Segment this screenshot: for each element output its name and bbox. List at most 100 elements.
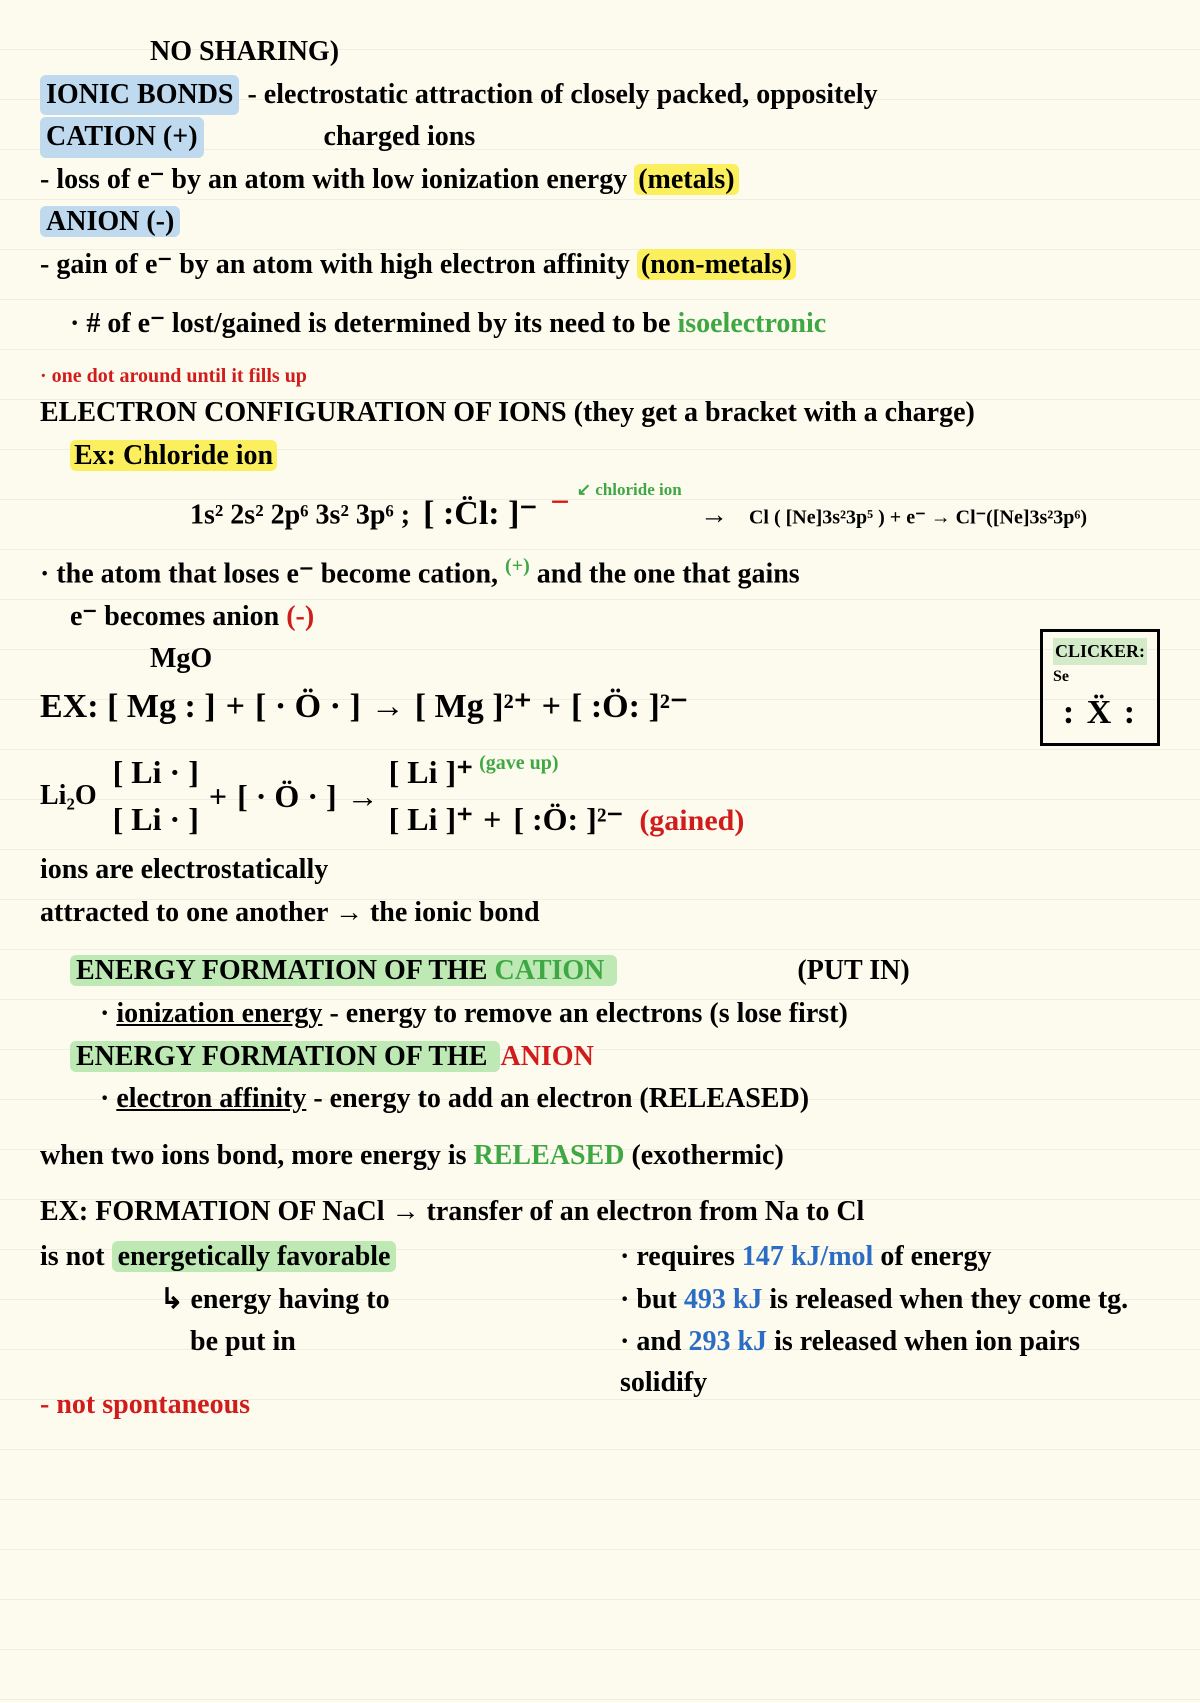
- anion-def: - gain of e⁻ by an atom with high electr…: [40, 249, 637, 280]
- nacl-row3b: be put in: [40, 1322, 580, 1363]
- cation-def: - loss of e⁻ by an atom with low ionizat…: [40, 164, 634, 195]
- req-text: · requires: [620, 1241, 742, 1272]
- mgo-label: MgO: [40, 639, 1160, 680]
- arrow-icon: →: [361, 682, 415, 731]
- lose-gain-2: cation,: [418, 558, 505, 589]
- but-text: · but: [620, 1284, 684, 1315]
- num-e-text: · # of e⁻ lost/gained is determined by i…: [70, 308, 677, 339]
- econf-header: ELECTRON CONFIGURATION OF IONS (they get…: [40, 393, 1160, 434]
- plus-icon-3: +: [199, 773, 237, 819]
- lose-gain-row: · the atom that loses e⁻ become cation, …: [40, 552, 1160, 595]
- cation-def-row: - loss of e⁻ by an atom with low ionizat…: [40, 160, 1160, 201]
- nacl-row1: EX: FORMATION OF NaCl → transfer of an e…: [40, 1192, 1160, 1233]
- chloride-config: 1s² 2s² 2p⁶ 3s² 3p⁶ ;: [190, 500, 410, 531]
- ef-anion-row: ENERGY FORMATION OF THE ANION: [40, 1037, 1160, 1078]
- red-dash-icon: −: [550, 484, 569, 521]
- ionization-def: - energy to remove an electrons (s lose …: [329, 998, 847, 1029]
- li2o-right-group: (gave up) + [ :Ö: ]²⁻ (gained): [473, 749, 744, 842]
- and-row: · and 293 kJ is released when ion pairs …: [620, 1322, 1160, 1403]
- chloride-config-row: 1s² 2s² 2p⁶ 3s² 3p⁶ ; [ :C̈l: ]⁻ − ↙ chl…: [40, 478, 1160, 538]
- ionic-def-1: - electrostatic attraction of closely pa…: [239, 75, 877, 116]
- ex-label: EX:: [40, 682, 99, 731]
- cation-title: CATION (+): [40, 117, 204, 158]
- lose-gain-row2: e⁻ becomes anion (-): [40, 597, 1160, 638]
- anion-title-row: ANION (-): [40, 202, 1160, 243]
- ions-attracted-1: ions are electrostatically: [40, 850, 1160, 891]
- note-no-sharing: NO SHARING): [40, 32, 1160, 73]
- isoelectronic: isoelectronic: [677, 308, 826, 339]
- put-in-note: (PUT IN): [617, 955, 909, 986]
- gained-note: (gained): [631, 804, 744, 837]
- chloride-lewis: [ :C̈l: ]⁻: [417, 495, 543, 532]
- but-end: is released when they come tg.: [769, 1284, 1128, 1315]
- li-plus-2: [ Li ]⁺: [389, 796, 473, 842]
- ionic-bonds-title: IONIC BONDS: [40, 75, 239, 116]
- energetically-favorable: energetically favorable: [112, 1241, 397, 1272]
- minus-note: (-): [286, 601, 314, 632]
- lose-gain-4: e⁻ becomes anion: [70, 601, 286, 632]
- li2o-o-left: [ · Ö · ]: [237, 773, 337, 819]
- electron-affinity: electron affinity: [116, 1083, 306, 1114]
- not-spontaneous: - not spontaneous: [40, 1385, 580, 1426]
- ex-chloride-row: Ex: Chloride ion: [40, 436, 1160, 477]
- mgo-left-o: [ · Ö · ]: [255, 682, 361, 731]
- clicker-symbol: : Ẍ :: [1053, 688, 1147, 737]
- ef-cation-row: ENERGY FORMATION OF THE CATION (PUT IN): [40, 951, 1160, 992]
- val-147: 147 kJ/mol: [742, 1241, 873, 1272]
- two-ions-row: when two ions bond, more energy is RELEA…: [40, 1136, 1160, 1177]
- two-ions-text: when two ions bond, more energy is: [40, 1140, 474, 1171]
- exothermic: (exothermic): [631, 1140, 783, 1171]
- val-493: 493 kJ: [684, 1284, 763, 1315]
- plus-icon-4: +: [479, 796, 505, 842]
- plus-icon: +: [216, 682, 255, 731]
- nonmetals-highlight: (non-metals): [637, 249, 796, 280]
- ionization-energy: ionization energy: [116, 998, 322, 1029]
- nacl-row3: ↳ energy having to: [40, 1280, 580, 1321]
- gave-up-note: (gave up): [479, 752, 558, 774]
- and-text: · and: [620, 1326, 688, 1357]
- but-row: · but 493 kJ is released when they come …: [620, 1280, 1160, 1321]
- ex-chloride: Ex: Chloride ion: [70, 440, 277, 471]
- metals-highlight: (metals): [634, 164, 738, 195]
- plus-note: (+): [505, 555, 530, 577]
- ionic-bonds-row: IONIC BONDS - electrostatic attraction o…: [40, 75, 1160, 116]
- ef-anion-title: ENERGY FORMATION OF THE: [70, 1041, 500, 1072]
- o-2minus: [ :Ö: ]²⁻: [513, 801, 623, 837]
- lose-gain-3: and the one that gains: [537, 558, 800, 589]
- affinity-def: - energy to add an electron (RELEASED): [313, 1083, 809, 1114]
- mgo-left-mg: [ Mg : ]: [107, 682, 216, 731]
- req-end: of energy: [880, 1241, 991, 1272]
- mgo-right-o: [ :Ö: ]²⁻: [571, 682, 688, 731]
- plus-icon-2: +: [532, 682, 571, 731]
- clicker-title: CLICKER:: [1053, 638, 1147, 664]
- mgo-right-mg: [ Mg ]²⁺: [415, 682, 532, 731]
- li-2: [ Li · ]: [113, 796, 199, 842]
- lose-gain-1: · the atom that loses e⁻ become: [40, 558, 418, 589]
- nacl-left-col: is not energetically favorable ↳ energy …: [40, 1235, 580, 1427]
- cl-equation: Cl ( [Ne]3s²3p⁵ ) + e⁻ → Cl⁻([Ne]3s²3p⁶): [749, 507, 1087, 529]
- ef-cation-title: ENERGY FORMATION OF THE CATION: [70, 955, 617, 986]
- nacl-isnot: is not: [40, 1241, 112, 1272]
- ionic-def-row2: CATION (+) charged ions: [40, 117, 1160, 158]
- li2o-equation: Li₂O [ Li · ] [ Li · ] + [ · Ö · ] → [ L…: [40, 749, 1160, 842]
- ionic-def-2: charged ions: [204, 117, 476, 158]
- released-word: RELEASED: [474, 1140, 625, 1171]
- nacl-columns: is not energetically favorable ↳ energy …: [40, 1235, 1160, 1427]
- chloride-note: ↙ chloride ion: [577, 480, 686, 499]
- clicker-box: CLICKER: Se : Ẍ :: [1040, 629, 1160, 746]
- val-293: 293 kJ: [688, 1326, 767, 1357]
- li-stack-left: [ Li · ] [ Li · ]: [113, 749, 199, 842]
- anion-word: ANION: [500, 1041, 593, 1072]
- req-row: · requires 147 kJ/mol of energy: [620, 1237, 1160, 1278]
- num-e-row: · # of e⁻ lost/gained is determined by i…: [40, 304, 1160, 345]
- affinity-row: · electron affinity - energy to add an e…: [40, 1079, 1160, 1120]
- li-plus-1: [ Li ]⁺: [389, 749, 473, 795]
- li2o-label: Li₂O: [40, 776, 113, 817]
- li-1: [ Li · ]: [113, 749, 199, 795]
- anion-title: ANION (-): [40, 206, 180, 237]
- nacl-row2: is not energetically favorable: [40, 1237, 580, 1278]
- li-stack-right: [ Li ]⁺ [ Li ]⁺: [389, 749, 473, 842]
- nacl-right-col: · requires 147 kJ/mol of energy · but 49…: [620, 1235, 1160, 1427]
- ionization-row: · ionization energy - energy to remove a…: [40, 994, 1160, 1035]
- anion-def-row: - gain of e⁻ by an atom with high electr…: [40, 245, 1160, 286]
